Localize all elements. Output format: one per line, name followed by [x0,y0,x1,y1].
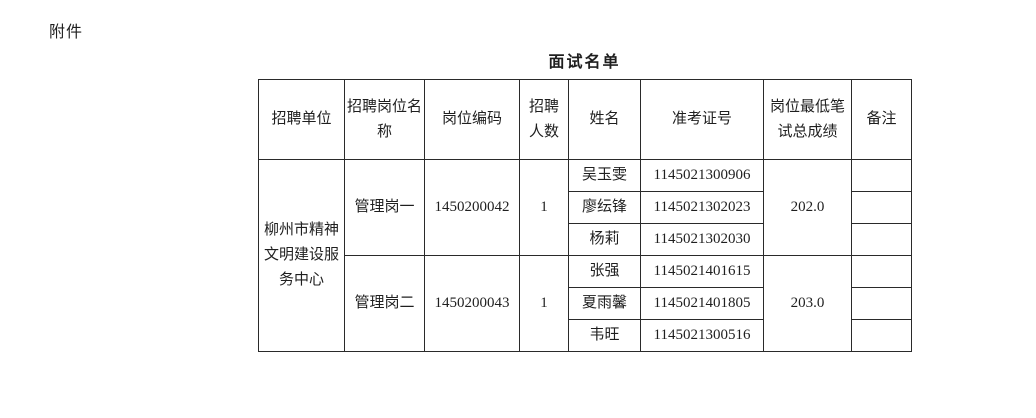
candidate-name-cell: 韦旺 [568,319,641,352]
header-position-code: 岗位编码 [424,79,520,160]
position-code-cell: 1450200043 [424,255,520,352]
header-recruit-count: 招聘人数 [519,79,569,160]
exam-number-cell: 1145021300906 [640,159,764,192]
position-code-cell: 1450200042 [424,159,520,256]
header-exam-number: 准考证号 [640,79,764,160]
candidate-name-cell: 张强 [568,255,641,288]
recruit-count-cell: 1 [519,159,569,256]
position-name-cell: 管理岗二 [344,255,425,352]
exam-number-cell: 1145021401805 [640,287,764,320]
exam-number-cell: 1145021300516 [640,319,764,352]
header-min-score: 岗位最低笔试总成绩 [763,79,852,160]
attachment-label: 附件 [49,24,84,41]
table-row: 柳州市精神文明建设服务中心 管理岗一 1450200042 1 吴玉雯 1145… [258,159,912,352]
header-remarks: 备注 [851,79,912,160]
page-title: 面试名单 [548,54,621,71]
remark-cell [851,191,912,224]
table-row: 杨莉 1145021302030 [259,223,912,256]
position-name-cell: 管理岗一 [344,159,425,256]
remark-cell [851,287,912,320]
candidate-name-cell: 夏雨馨 [568,287,641,320]
header-position-name: 招聘岗位名称 [344,79,425,160]
table-row: 管理岗二 1450200043 1 张强 1145021401615 203.0 [259,255,912,352]
interview-table: 招聘单位 招聘岗位名称 岗位编码 招聘人数 姓名 准考证号 岗位最低笔试总成绩 … [258,79,912,352]
header-recruiting-unit: 招聘单位 [258,79,345,160]
header-candidate-name: 姓名 [568,79,641,160]
remark-cell [851,255,912,288]
recruiting-unit-cell: 柳州市精神文明建设服务中心 [258,159,345,352]
table-row: 廖纭锋 1145021302023 [259,191,912,224]
candidate-name-cell: 吴玉雯 [568,159,641,192]
remark-cell [851,159,912,192]
header-row: 招聘单位 招聘岗位名称 岗位编码 招聘人数 姓名 准考证号 岗位最低笔试总成绩 … [258,79,912,160]
table-row: 韦旺 1145021300516 [259,319,912,352]
candidate-name-cell: 杨莉 [568,223,641,256]
table-row: 夏雨馨 1145021401805 [259,287,912,320]
min-score-cell: 203.0 [763,255,852,352]
min-score-cell: 202.0 [763,159,852,256]
candidate-name-cell: 廖纭锋 [568,191,641,224]
exam-number-cell: 1145021302023 [640,191,764,224]
remark-cell [851,319,912,352]
remark-cell [851,223,912,256]
exam-number-cell: 1145021302030 [640,223,764,256]
recruit-count-cell: 1 [519,255,569,352]
exam-number-cell: 1145021401615 [640,255,764,288]
